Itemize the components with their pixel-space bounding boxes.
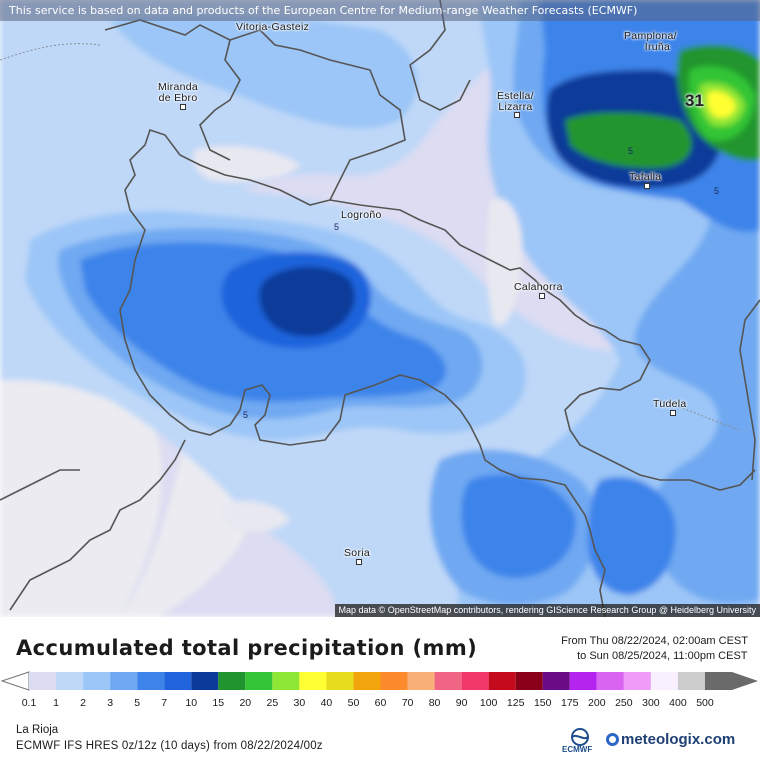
city-marker — [180, 104, 186, 110]
contour-label: 5 — [714, 186, 720, 196]
scale-swatch — [461, 672, 489, 690]
scale-swatch — [488, 672, 516, 690]
scale-tick-label: 60 — [374, 697, 387, 709]
scale-swatch — [650, 672, 678, 690]
color-scale-ticks: 0.1 1 2 3 5 7 10 15 20 25 30 40 50 60 70 80 90 100 125 150 1… — [0, 697, 760, 711]
city-marker — [356, 559, 362, 565]
scale-tick-label: 5 — [134, 697, 141, 709]
scale-swatch — [380, 672, 408, 690]
city-miranda[interactable]: Miranda de Ebro — [158, 81, 199, 104]
scale-tick-label: 0.1 — [21, 697, 37, 709]
scale-tick-label: 175 — [561, 697, 579, 709]
scale-tick-label: 20 — [239, 697, 252, 709]
scale-swatch — [110, 672, 138, 690]
contour-label: 5 — [243, 410, 249, 420]
scale-swatch — [218, 672, 246, 690]
scale-tick-label: 300 — [642, 697, 660, 709]
meteologix-icon — [606, 733, 619, 746]
model-info: ECMWF IFS HRES 0z/12z (10 days) from 08/… — [16, 740, 323, 752]
scale-swatch — [272, 672, 300, 690]
scale-tick-label: 30 — [293, 697, 306, 709]
map-attribution[interactable]: Map data © OpenStreetMap contributors, r… — [334, 604, 760, 617]
city-logrono[interactable]: Logroño — [341, 209, 382, 221]
precipitation-field — [0, 0, 760, 617]
ecmwf-logo-icon[interactable] — [560, 728, 600, 758]
city-tafalla[interactable]: Tafalla — [629, 171, 662, 183]
forecast-period: From Thu 08/22/2024, 02:00am CEST to Sun… — [561, 635, 748, 662]
scale-tick-label: 15 — [212, 697, 225, 709]
contour-label: 5 — [334, 222, 340, 232]
city-pamplona[interactable]: Pamplona/Iruña — [624, 30, 677, 53]
scale-swatch — [83, 672, 111, 690]
scale-swatch — [56, 672, 84, 690]
city-vitoria[interactable]: Vitoria-Gasteiz — [236, 21, 310, 33]
meteologix-logo[interactable]: meteologix.com — [606, 731, 735, 748]
scale-swatch — [677, 672, 705, 690]
scale-tick-label: 7 — [161, 697, 168, 709]
city-marker — [539, 293, 545, 299]
scale-tick-label: 500 — [696, 697, 714, 709]
scale-swatch — [704, 672, 732, 690]
scale-tick-label: 125 — [506, 697, 525, 709]
scale-tick-label: 400 — [669, 697, 687, 709]
scale-tick-label: 150 — [533, 697, 552, 709]
scale-tick-label: 70 — [401, 697, 414, 709]
scale-tick-label: 10 — [185, 697, 198, 709]
precipitation-map[interactable]: This service is based on data and produc… — [0, 0, 760, 617]
scale-tick-label: 1 — [53, 697, 59, 709]
scale-swatch — [515, 672, 543, 690]
scale-tick-label: 80 — [428, 697, 441, 709]
ecmwf-logo-text: ECMWF — [562, 745, 593, 754]
scale-swatch — [29, 672, 57, 690]
region-name: La Rioja — [16, 724, 59, 736]
scale-tick-label: 3 — [107, 697, 114, 709]
scale-swatch — [407, 672, 435, 690]
scale-swatch — [596, 672, 624, 690]
scale-tick-label: 250 — [615, 697, 633, 709]
scale-tick-label: 200 — [588, 697, 606, 709]
scale-tick-label: 2 — [80, 697, 86, 709]
scale-swatch — [245, 672, 273, 690]
border-lines — [0, 0, 760, 617]
scale-arrow-right — [732, 672, 758, 690]
scale-swatch — [569, 672, 597, 690]
city-calahorra[interactable]: Calahorra — [514, 281, 563, 293]
scale-swatch — [542, 672, 570, 690]
ecmwf-attribution-banner: This service is based on data and produc… — [0, 0, 760, 21]
scale-tick-label: 90 — [455, 697, 468, 709]
scale-tick-label: 50 — [347, 697, 360, 709]
city-estella[interactable]: Estella/Lizarra — [497, 90, 534, 113]
scale-arrow-left — [0, 671, 30, 691]
scale-swatch — [353, 672, 381, 690]
scale-swatch — [164, 672, 192, 690]
city-soria[interactable]: Soria — [344, 547, 371, 559]
scale-tick-label: 100 — [479, 697, 498, 709]
scale-swatch — [137, 672, 165, 690]
scale-swatch — [326, 672, 354, 690]
city-marker — [514, 112, 520, 118]
scale-swatch — [299, 672, 327, 690]
city-marker — [644, 183, 650, 189]
scale-swatch — [434, 672, 462, 690]
scale-tick-label: 40 — [320, 697, 333, 709]
contour-label: 5 — [628, 146, 634, 156]
legend-title: Accumulated total precipitation (mm) — [16, 636, 478, 660]
city-tudela[interactable]: Tudela — [653, 398, 687, 410]
max-precipitation-label: 31 — [685, 91, 704, 110]
city-marker — [670, 410, 676, 416]
scale-swatch — [191, 672, 219, 690]
color-scale — [0, 671, 758, 691]
scale-tick-label: 25 — [266, 697, 279, 709]
scale-swatch — [623, 672, 651, 690]
